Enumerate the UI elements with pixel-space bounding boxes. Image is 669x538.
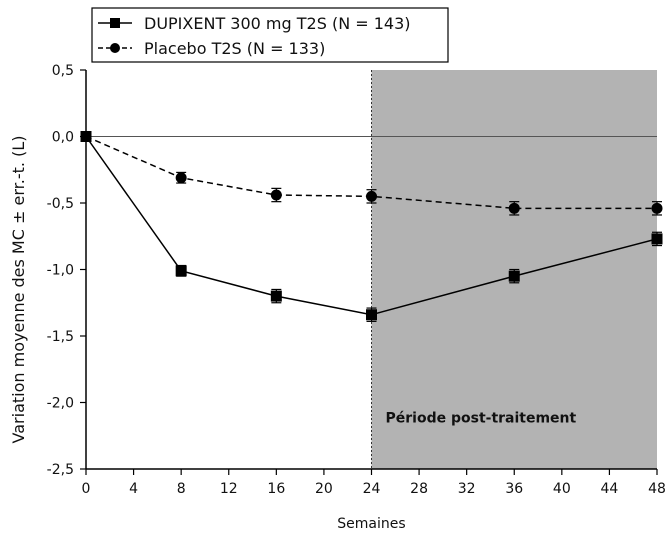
x-tick-label: 32 <box>458 481 476 497</box>
x-tick-label: 40 <box>553 481 571 497</box>
y-tick-label: 0,0 <box>52 130 74 146</box>
data-point <box>651 233 663 245</box>
data-point <box>651 202 663 214</box>
x-tick-label: 16 <box>267 481 285 497</box>
data-point <box>270 189 282 201</box>
legend-label: Placebo T2S (N = 133) <box>144 39 325 58</box>
x-tick-label: 20 <box>315 481 333 497</box>
data-point <box>366 190 377 202</box>
y-tick-label: -0,5 <box>47 196 74 212</box>
legend-box <box>91 7 449 63</box>
data-point <box>508 202 520 214</box>
x-tick-label: 4 <box>129 481 138 497</box>
x-tick-label: 8 <box>177 481 186 497</box>
data-point <box>366 309 377 321</box>
x-tick-label: 36 <box>505 481 523 497</box>
y-axis-title: Variation moyenne des MC ± err.-t. (L) <box>9 136 28 444</box>
y-tick-label: -2,5 <box>47 462 74 478</box>
data-point <box>508 270 520 282</box>
y-tick-label: 0,5 <box>52 63 74 79</box>
data-point <box>175 265 187 277</box>
y-tick-label: -1,5 <box>47 329 74 345</box>
x-tick-label: 0 <box>82 481 91 497</box>
x-tick-label: 24 <box>363 481 381 497</box>
data-point <box>270 290 282 302</box>
series-line <box>85 136 658 316</box>
y-ticks: 0,5 0,0 -0,5 -1,0 -1,5 -2,0 -2,5 <box>47 63 86 478</box>
series-placebo <box>80 131 663 216</box>
data-point <box>175 172 187 184</box>
x-tick-label: 48 <box>648 481 666 497</box>
legend: DUPIXENT 300 mg T2S (N = 143) Placebo T2S… <box>91 7 449 63</box>
shaded-region-label: Période post-traitement <box>386 410 577 426</box>
series-line <box>85 135 657 210</box>
series-layer <box>80 131 663 322</box>
y-tick-label: -1,0 <box>47 263 74 279</box>
data-point <box>80 131 92 142</box>
legend-marker-circle <box>110 43 120 53</box>
legend-marker-square <box>110 18 120 28</box>
x-tick-label: 44 <box>601 481 619 497</box>
x-ticks: 0 4 8 12 16 20 24 28 32 36 40 44 48 <box>82 469 666 497</box>
x-tick-label: 12 <box>220 481 238 497</box>
x-tick-label: 28 <box>410 481 428 497</box>
y-tick-label: -2,0 <box>47 396 74 412</box>
x-axis-title: Semaines <box>337 516 405 532</box>
legend-label: DUPIXENT 300 mg T2S (N = 143) <box>144 14 411 33</box>
